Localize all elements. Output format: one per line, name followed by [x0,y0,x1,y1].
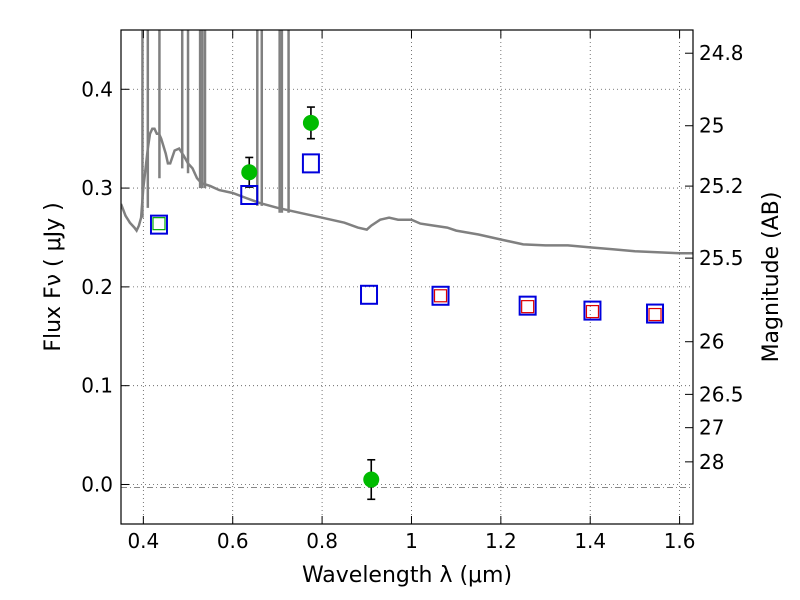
right-tick-label: 24.8 [699,41,744,65]
y-tick-label: 0.4 [81,77,113,101]
right-tick-label: 25.2 [699,174,744,198]
right-tick-label: 26 [699,330,724,354]
red-flux-square [585,304,600,319]
x-tick-label: 1.6 [664,529,696,553]
right-tick-label: 25.5 [699,246,744,270]
model-flux-square [301,153,320,174]
x-axis-label: Wavelength λ (μm) [302,563,512,588]
model-flux-square [149,214,168,235]
right-axis-label: Magnitude (AB) [759,192,784,363]
y-axis-label: Flux Fν ( μJy ) [41,202,66,351]
model-flux-square [360,284,379,305]
x-tick-label: 1.4 [574,529,606,553]
model-flux-square [240,184,259,205]
right-tick-label: 25 [699,114,724,138]
green-flux-square [152,217,166,231]
model-flux-square [646,303,665,324]
observed-flux-point [302,114,319,131]
x-tick-label: 0.6 [217,529,249,553]
y-tick-label: 0.0 [81,472,113,496]
x-tick-label: 1.2 [485,529,517,553]
x-tick-label: 0.8 [306,529,338,553]
red-flux-square [521,300,535,314]
y-tick-label: 0.2 [81,275,113,299]
y-tick-label: 0.3 [81,176,113,200]
y-tick-label: 0.1 [81,374,113,398]
x-tick-label: 0.4 [127,529,159,553]
model-flux-square [518,295,537,316]
model-flux-square [431,285,450,306]
right-tick-label: 27 [699,416,724,440]
right-tick-label: 28 [699,450,724,474]
red-flux-square [648,307,662,322]
right-tick-label: 26.5 [699,382,744,406]
spectrum-layer [121,30,693,255]
observed-flux-point [363,471,380,488]
model-flux-square [583,300,602,321]
grid [121,30,693,524]
red-flux-square [433,289,448,303]
tick-layer: 0.4 0.6 0.8 1 1.2 1.4 1.6 0.0 0.1 0.2 0.3 0.4 24.8 25… [81,30,744,553]
x-tick-label: 1 [405,529,418,553]
plot-frame [120,29,694,525]
observed-flux-point [241,164,258,181]
marker-layer [149,106,665,501]
